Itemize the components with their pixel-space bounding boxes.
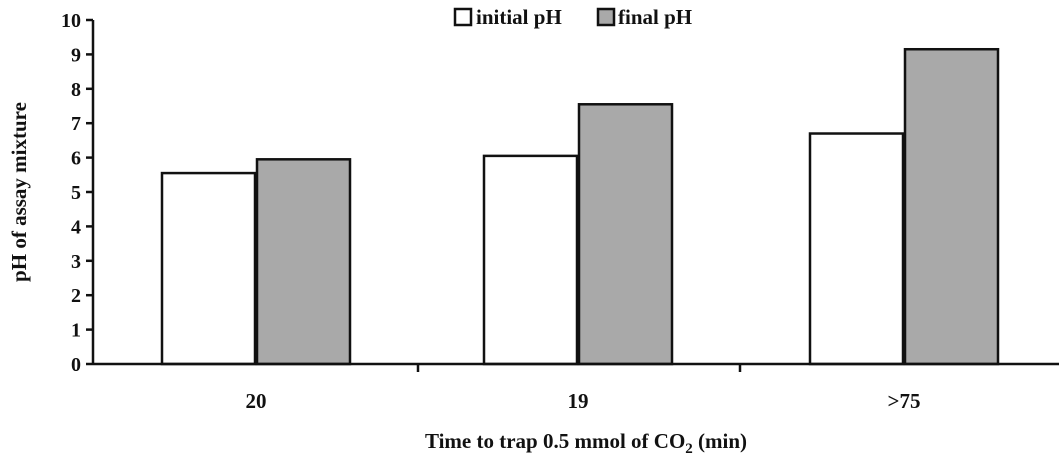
bar-initial-ph-3 [808,132,905,366]
legend-label-final-ph: final pH [618,5,692,29]
y-tick-label: 1 [71,320,81,342]
y-tick-label: 5 [71,182,81,204]
x-category-label: >75 [888,389,921,413]
legend-swatch-final-ph [596,7,616,27]
y-tick-label: 0 [71,354,81,376]
y-tick-label: 6 [71,148,81,170]
bar-initial-ph-1 [160,171,257,366]
x-category-label: 19 [568,389,589,413]
bars [160,47,1000,366]
legend-swatch-initial-ph [453,7,473,27]
x-category-label: 20 [246,389,267,413]
y-tick-label: 10 [61,10,81,32]
x-category-labels: 20 19 >75 [246,389,921,413]
legend-label-initial-ph: initial pH [476,5,562,29]
y-tick-label: 2 [71,285,81,307]
bar-final-ph-1 [255,158,352,366]
x-axis-title-main: Time to trap 0.5 mmol of CO [425,429,685,453]
x-axis-title-suffix: (min) [693,429,747,453]
y-axis-ticks: 0 1 2 3 4 5 6 7 8 9 10 [61,10,93,376]
x-axis-title-subscript: 2 [685,441,693,457]
y-tick-label: 8 [71,79,81,101]
bar-final-ph-3 [903,47,1000,366]
y-tick-label: 9 [71,44,81,66]
y-tick-label: 7 [71,113,81,135]
y-tick-label: 3 [71,251,81,273]
y-tick-label: 4 [71,216,81,238]
bar-final-ph-2 [577,103,674,366]
bar-initial-ph-2 [482,154,579,366]
x-axis-title: Time to trap 0.5 mmol of CO2 (min) [425,429,747,457]
legend: initial pH final pH [453,5,692,29]
x-axis-ticks [416,364,742,372]
y-axis-title: pH of assay mixture [7,102,31,282]
